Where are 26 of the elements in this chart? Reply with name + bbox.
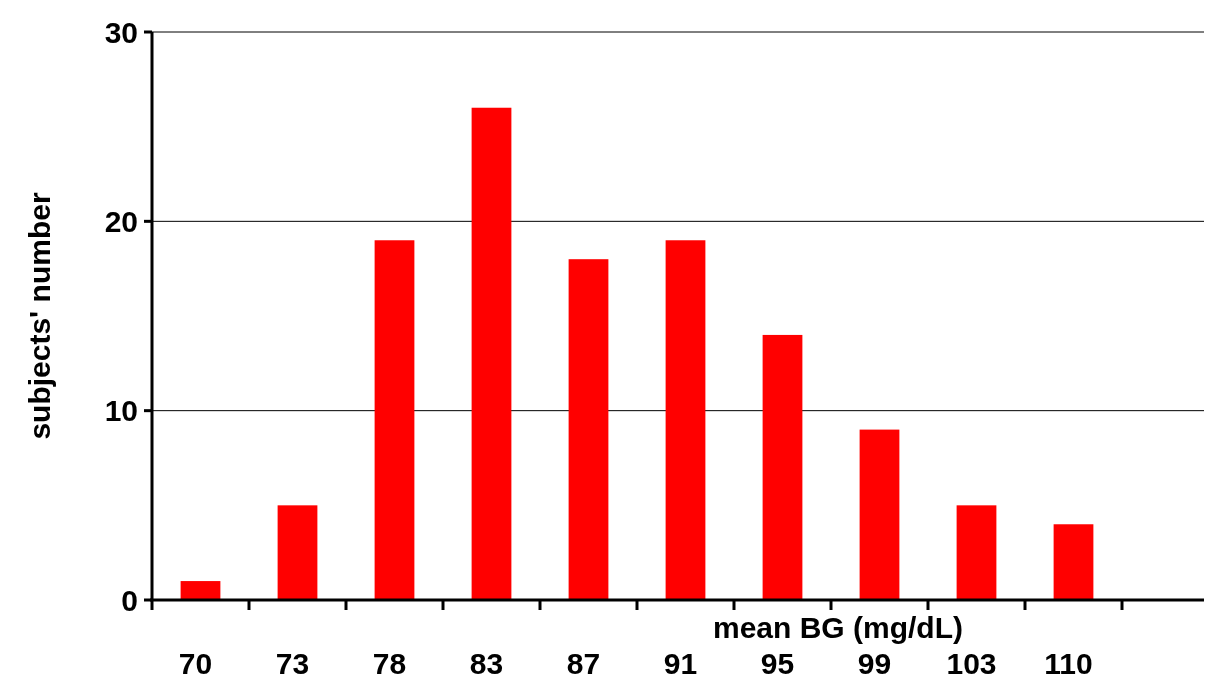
y-tick-label: 10 [104, 394, 138, 428]
bar [277, 505, 318, 600]
y-axis-title: subjects' number [23, 192, 56, 440]
bar [762, 334, 803, 600]
x-tick-label: 95 [760, 647, 795, 680]
x-tick-label: 70 [178, 647, 213, 680]
x-axis-title: mean BG (mg/dL) [712, 611, 964, 644]
x-tick-label: 99 [857, 647, 892, 680]
bar [956, 505, 997, 600]
x-tick-label: 78 [372, 647, 407, 680]
bar [665, 240, 706, 600]
x-tick-label: 103 [946, 647, 997, 680]
bar [374, 240, 415, 600]
x-tick-label: 83 [469, 647, 504, 680]
bar [180, 581, 221, 600]
y-tick-label: 30 [104, 15, 138, 49]
bar [1053, 524, 1094, 600]
x-tick-label: 87 [566, 647, 601, 680]
x-tick-label: 73 [275, 647, 310, 680]
y-tick-label: 20 [104, 204, 138, 238]
x-tick-label: 91 [663, 647, 698, 680]
bar [471, 107, 512, 600]
y-tick-label: 0 [121, 583, 138, 617]
x-tick-label: 110 [1044, 647, 1093, 680]
bar [859, 429, 900, 600]
bar [568, 259, 609, 600]
